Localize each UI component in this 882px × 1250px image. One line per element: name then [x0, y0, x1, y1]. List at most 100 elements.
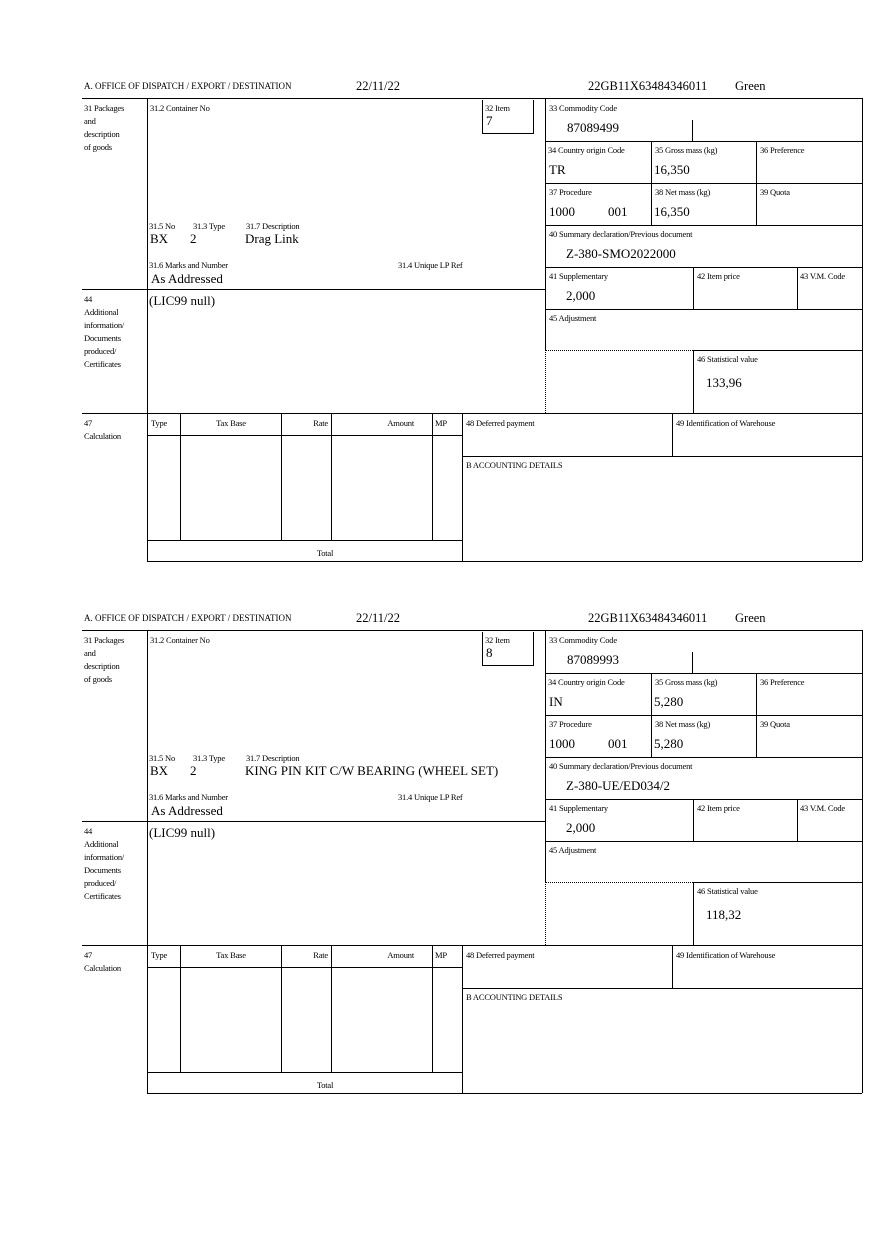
net-mass-label: 38 Net mass (kg): [655, 187, 711, 197]
declaration-item-form: A. OFFICE OF DISPATCH / EXPORT / DESTINA…: [0, 75, 882, 562]
procedure-label: 37 Procedure: [549, 719, 592, 729]
rule: [693, 350, 694, 413]
rule: [545, 267, 862, 268]
dotted-rule: [545, 350, 546, 413]
box-47-label: 47: [84, 950, 93, 960]
rule: [545, 757, 862, 758]
statistical-value: 118,32: [706, 907, 742, 922]
box-44-label: Additional: [84, 839, 119, 849]
calc-column-header: Amount: [387, 950, 414, 960]
marks-label: 31.6 Marks and Number: [149, 260, 228, 270]
rule: [693, 350, 862, 351]
box-44-label: 44: [84, 294, 93, 304]
box-31-label: description: [84, 129, 120, 139]
rule: [797, 267, 798, 309]
procedure-code: 1000: [549, 736, 575, 751]
item-box: [482, 632, 534, 666]
item-number: 7: [486, 113, 493, 128]
net-mass-label: 38 Net mass (kg): [655, 719, 711, 729]
box-44-label: information/: [84, 320, 125, 330]
statistical-value-label: 46 Statistical value: [697, 886, 758, 896]
deferred-payment-label: 48 Deferred payment: [466, 418, 535, 428]
item-number: 8: [486, 645, 493, 660]
deferred-payment-label: 48 Deferred payment: [466, 950, 535, 960]
rule: [693, 882, 694, 945]
quota-label: 39 Quota: [760, 187, 790, 197]
box-31-label: description: [84, 661, 120, 671]
rule: [545, 98, 546, 350]
declaration-item-form: A. OFFICE OF DISPATCH / EXPORT / DESTINA…: [0, 607, 882, 1094]
gross-mass: 5,280: [654, 694, 684, 709]
accounting-details-label: B ACCOUNTING DETAILS: [466, 992, 563, 1002]
statistical-value-label: 46 Statistical value: [697, 354, 758, 364]
dotted-rule: [545, 882, 693, 883]
package-no-label: 31.5 No: [149, 753, 175, 763]
total-label: Total: [316, 1080, 334, 1090]
commodity-code-label: 33 Commodity Code: [549, 103, 617, 113]
procedure-additional: 001: [608, 204, 628, 219]
rule: [147, 561, 862, 562]
goods-description: KING PIN KIT C/W BEARING (WHEEL SET): [245, 763, 499, 778]
additional-info: (LIC99 null): [149, 825, 216, 840]
commodity-code-label: 33 Commodity Code: [549, 635, 617, 645]
package-count: 2: [190, 763, 197, 778]
rule: [545, 141, 862, 142]
description-label: 31.7 Description: [246, 221, 300, 231]
box-31-label: 31 Packages: [84, 103, 125, 113]
supplementary-units: 2,000: [566, 288, 596, 303]
rule: [180, 945, 181, 1072]
calc-column-header: Type: [151, 418, 168, 428]
item-price-label: 42 Item price: [697, 803, 740, 813]
rule: [331, 413, 332, 540]
previous-document-label: 40 Summary declaration/Previous document: [549, 761, 693, 771]
box-44-label: Documents: [84, 333, 121, 343]
office-heading: A. OFFICE OF DISPATCH / EXPORT / DESTINA…: [84, 613, 292, 623]
declaration-reference: 22GB11X63484346011: [588, 79, 708, 93]
item-label: 32 Item: [485, 103, 510, 113]
rule: [545, 630, 546, 882]
additional-info: (LIC99 null): [149, 293, 216, 308]
adjustment-label: 45 Adjustment: [549, 845, 597, 855]
rule: [462, 413, 463, 561]
previous-document-label: 40 Summary declaration/Previous document: [549, 229, 693, 239]
total-label: Total: [316, 548, 334, 558]
rule: [281, 945, 282, 1072]
description-label: 31.7 Description: [246, 753, 300, 763]
origin-label: 34 Country origin Code: [548, 677, 625, 687]
rule: [693, 267, 694, 309]
box-47-label: Calculation: [84, 431, 121, 441]
box-47-label: Calculation: [84, 963, 121, 973]
declaration-date: 22/11/22: [356, 79, 400, 93]
box-44-label: Documents: [84, 865, 121, 875]
box-31-label: and: [84, 648, 96, 658]
unique-lp-ref-label: 31.4 Unique LP Ref: [398, 792, 463, 802]
goods-description: Drag Link: [245, 231, 299, 246]
item-label: 32 Item: [485, 635, 510, 645]
previous-document: Z-380-SMO2022000: [566, 246, 676, 261]
supplementary-label: 41 Supplementary: [549, 271, 608, 281]
rule: [545, 673, 862, 674]
container-no-label: 31.2 Container No: [150, 103, 210, 113]
commodity-code: 87089499: [567, 120, 619, 135]
rule: [545, 841, 862, 842]
statistical-value: 133,96: [706, 375, 742, 390]
preference-label: 36 Preference: [760, 145, 805, 155]
calc-column-header: MP: [435, 418, 447, 428]
declaration-reference: 22GB11X63484346011: [588, 611, 708, 625]
unique-lp-ref-label: 31.4 Unique LP Ref: [398, 260, 463, 270]
calc-column-header: Rate: [313, 950, 328, 960]
rule: [545, 183, 862, 184]
rule: [432, 413, 433, 540]
rule: [180, 413, 181, 540]
rule: [147, 630, 148, 1093]
box-31-label: and: [84, 116, 96, 126]
commodity-code: 87089993: [567, 652, 619, 667]
accounting-details-label: B ACCOUNTING DETAILS: [466, 460, 563, 470]
package-type-label: 31.3 Type: [193, 221, 225, 231]
rule: [82, 289, 545, 290]
box-31-label: of goods: [84, 674, 112, 684]
calc-column-header: MP: [435, 950, 447, 960]
rule: [82, 945, 862, 946]
box-44-label: produced/: [84, 346, 117, 356]
quota-label: 39 Quota: [760, 719, 790, 729]
